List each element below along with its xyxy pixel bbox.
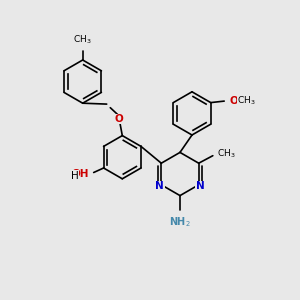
Text: O: O <box>230 96 238 106</box>
Text: N: N <box>155 181 164 191</box>
Text: OH: OH <box>71 169 88 179</box>
Text: O: O <box>114 114 123 124</box>
Text: CH$_3$: CH$_3$ <box>237 95 255 107</box>
Text: NH$_2$: NH$_2$ <box>169 215 191 229</box>
Text: N: N <box>196 181 205 191</box>
Text: H: H <box>71 170 79 181</box>
Text: CH$_3$: CH$_3$ <box>74 34 92 46</box>
Text: CH$_3$: CH$_3$ <box>217 148 235 161</box>
